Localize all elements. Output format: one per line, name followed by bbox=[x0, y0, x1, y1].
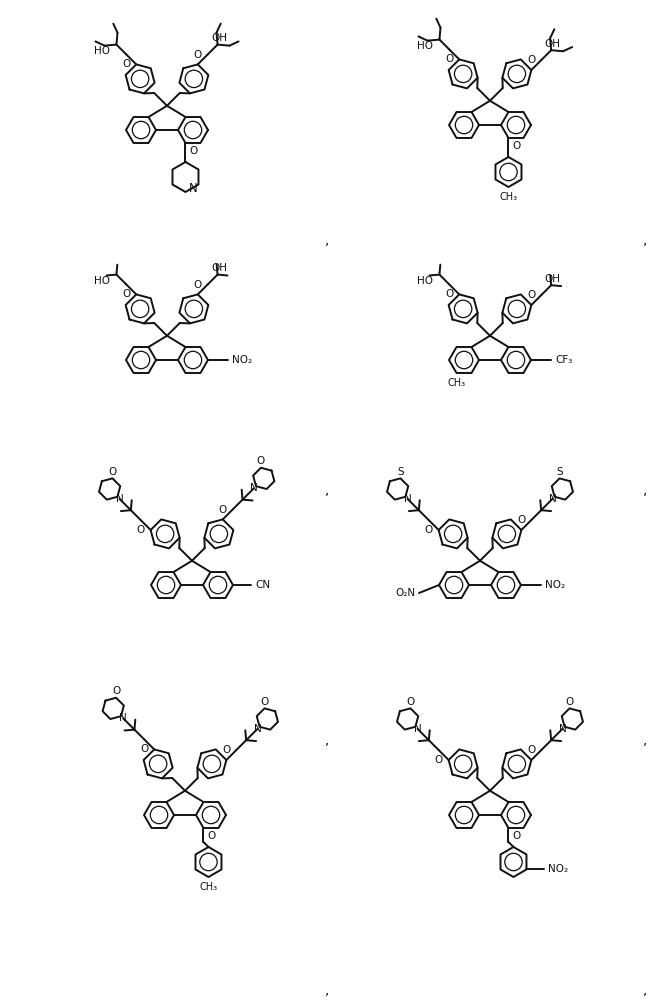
Text: O: O bbox=[112, 686, 121, 696]
Text: O: O bbox=[512, 831, 521, 841]
Text: O: O bbox=[406, 697, 415, 707]
Text: ,: , bbox=[643, 733, 647, 747]
Text: S: S bbox=[397, 467, 403, 477]
Text: NO₂: NO₂ bbox=[548, 864, 569, 874]
Text: CF₃: CF₃ bbox=[555, 355, 572, 365]
Text: HO: HO bbox=[417, 41, 433, 51]
Text: ,: , bbox=[325, 483, 329, 497]
Text: CH₃: CH₃ bbox=[199, 882, 217, 892]
Text: N: N bbox=[549, 494, 556, 504]
Text: O: O bbox=[527, 55, 536, 65]
Text: O: O bbox=[140, 744, 149, 754]
Text: N: N bbox=[414, 724, 421, 734]
Text: CH₃: CH₃ bbox=[447, 378, 466, 388]
Text: OH: OH bbox=[545, 274, 561, 284]
Text: N: N bbox=[253, 724, 261, 734]
Text: O: O bbox=[445, 54, 453, 64]
Text: O: O bbox=[257, 456, 265, 466]
Text: HO: HO bbox=[417, 276, 433, 286]
Text: O: O bbox=[122, 59, 130, 69]
Text: O: O bbox=[512, 141, 521, 151]
Text: NO₂: NO₂ bbox=[232, 355, 252, 365]
Text: N: N bbox=[119, 713, 127, 723]
Text: OH: OH bbox=[211, 263, 227, 273]
Text: OH: OH bbox=[545, 39, 561, 49]
Text: OH: OH bbox=[211, 33, 227, 43]
Text: O: O bbox=[527, 290, 536, 300]
Text: O: O bbox=[435, 755, 443, 765]
Text: CH₃: CH₃ bbox=[499, 192, 517, 202]
Text: O: O bbox=[189, 146, 198, 156]
Text: HO: HO bbox=[94, 276, 110, 286]
Text: NO₂: NO₂ bbox=[545, 580, 565, 590]
Text: N: N bbox=[250, 483, 257, 493]
Text: N: N bbox=[189, 182, 198, 195]
Text: O: O bbox=[194, 50, 202, 60]
Text: N: N bbox=[403, 494, 411, 504]
Text: ,: , bbox=[643, 983, 647, 997]
Text: O: O bbox=[517, 515, 525, 525]
Text: O: O bbox=[261, 697, 269, 707]
Text: ,: , bbox=[643, 233, 647, 247]
Text: O: O bbox=[565, 697, 574, 707]
Text: O: O bbox=[122, 289, 130, 299]
Text: O: O bbox=[219, 505, 227, 515]
Text: ,: , bbox=[325, 983, 329, 997]
Text: HO: HO bbox=[94, 46, 110, 56]
Text: O: O bbox=[527, 745, 536, 755]
Text: ,: , bbox=[325, 733, 329, 747]
Text: O: O bbox=[222, 745, 231, 755]
Text: O₂N: O₂N bbox=[395, 588, 415, 598]
Text: O: O bbox=[108, 467, 117, 477]
Text: ,: , bbox=[325, 233, 329, 247]
Text: O: O bbox=[445, 289, 453, 299]
Text: O: O bbox=[208, 831, 215, 841]
Text: O: O bbox=[424, 525, 433, 535]
Text: ,: , bbox=[643, 483, 647, 497]
Text: N: N bbox=[116, 494, 123, 504]
Text: S: S bbox=[556, 467, 563, 477]
Text: N: N bbox=[559, 724, 567, 734]
Text: O: O bbox=[194, 280, 202, 290]
Text: O: O bbox=[137, 525, 145, 535]
Text: CN: CN bbox=[255, 580, 270, 590]
